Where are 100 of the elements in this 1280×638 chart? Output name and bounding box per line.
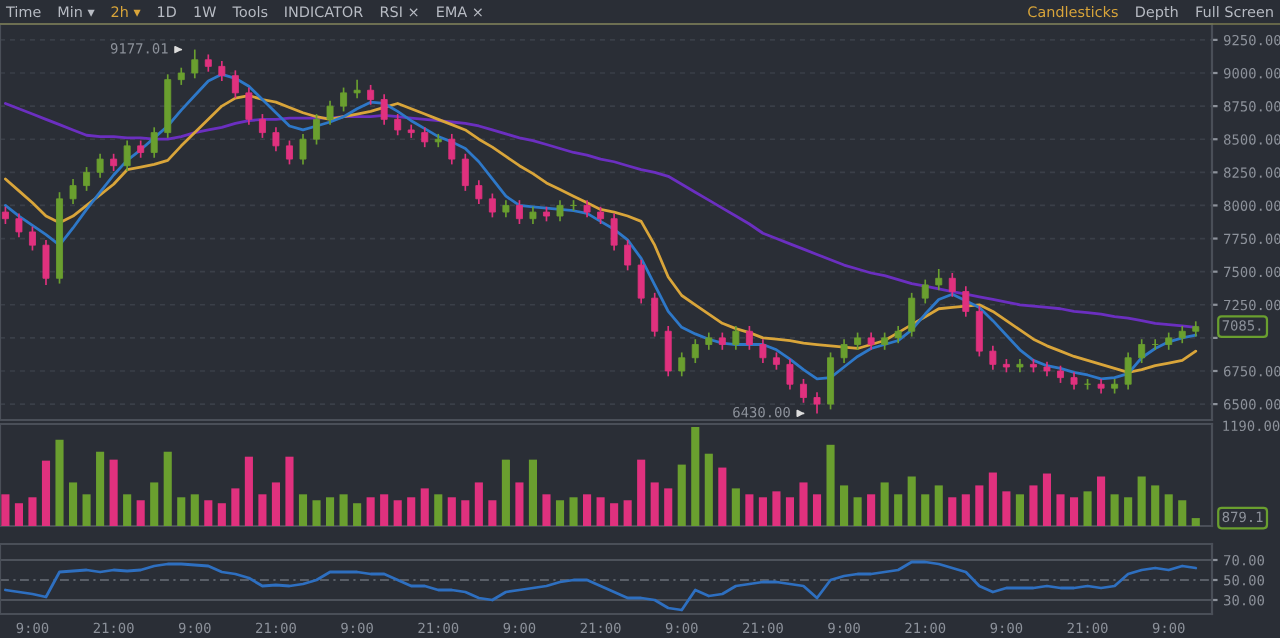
bar: [82, 494, 91, 526]
bar: [637, 459, 646, 526]
bar: [555, 500, 565, 526]
bar: [785, 497, 795, 526]
bar: [812, 494, 822, 526]
bar: [961, 494, 970, 526]
bar: [664, 488, 673, 526]
bar: [434, 494, 443, 526]
bar: [96, 451, 105, 526]
candlestick: [745, 325, 753, 351]
bar: [366, 497, 375, 526]
bar: [461, 500, 470, 526]
candlestick: [678, 351, 686, 378]
bar: [934, 485, 943, 526]
candlestick: [218, 60, 226, 82]
candlestick: [651, 292, 659, 338]
bar: [488, 500, 497, 526]
candlestick: [989, 344, 997, 371]
candlestick: [664, 325, 672, 378]
bar: [988, 472, 997, 526]
candlestick: [732, 325, 740, 351]
candlestick: [637, 258, 645, 305]
candlestick: [96, 152, 104, 179]
candlestick: [299, 133, 307, 166]
bar: [1178, 500, 1187, 526]
candlestick: [624, 239, 632, 272]
candlestick: [340, 86, 348, 113]
bar: [1056, 494, 1065, 526]
candlestick: [488, 192, 496, 219]
candlestick: [840, 338, 848, 364]
bar: [596, 497, 605, 526]
bar: [975, 485, 984, 526]
bar: [150, 482, 159, 526]
bar: [123, 494, 132, 526]
bar: [204, 500, 213, 526]
candlestick: [556, 199, 564, 223]
bar: [921, 494, 930, 526]
bar: [623, 500, 632, 526]
candlestick: [461, 152, 469, 192]
bar: [407, 497, 416, 526]
candlestick: [948, 272, 956, 298]
candlestick: [759, 338, 767, 364]
bar: [894, 494, 903, 526]
candlestick: [691, 338, 699, 364]
bar: [177, 497, 186, 526]
bar: [1, 494, 10, 526]
bar: [353, 503, 362, 526]
bar: [704, 453, 713, 526]
bar: [326, 497, 335, 526]
bar: [447, 497, 456, 526]
bar: [1029, 485, 1038, 526]
bar: [691, 426, 700, 526]
candlestick: [935, 268, 943, 292]
bar: [799, 482, 808, 526]
line-series: [4, 560, 1198, 612]
bar: [1015, 494, 1024, 526]
bar: [393, 500, 402, 526]
candlestick: [191, 48, 199, 80]
bar: [1002, 491, 1011, 526]
candlestick: [827, 351, 835, 411]
candlestick: [786, 358, 794, 391]
candlestick: [975, 305, 983, 358]
candlestick: [231, 69, 239, 100]
bar: [583, 494, 592, 526]
bar: [285, 456, 294, 526]
candlestick: [258, 113, 266, 139]
candlestick: [394, 113, 402, 137]
candlestick: [962, 285, 970, 318]
bar: [826, 444, 835, 526]
candlestick: [272, 126, 280, 152]
bar: [569, 497, 578, 526]
candlestick: [908, 292, 916, 338]
bar: [1151, 485, 1160, 526]
bar: [217, 503, 226, 526]
bar: [731, 488, 740, 526]
candlestick: [367, 84, 375, 106]
candlestick: [83, 166, 91, 192]
bar: [271, 482, 280, 526]
bar: [528, 459, 538, 526]
bar: [650, 482, 659, 526]
bar: [244, 456, 253, 526]
candlestick: [15, 212, 23, 239]
candlestick: [813, 391, 821, 415]
candlestick: [69, 178, 77, 205]
bar: [68, 482, 78, 526]
bar: [501, 459, 510, 526]
bar: [718, 467, 727, 526]
bar: [136, 500, 145, 526]
candlestick: [326, 99, 334, 126]
candlestick: [515, 199, 523, 225]
candlestick: [800, 378, 807, 404]
candlestick: [421, 126, 429, 149]
bar: [1191, 518, 1200, 526]
candlestick: [380, 93, 388, 126]
bar: [867, 494, 876, 526]
bar: [745, 494, 754, 526]
candlestick: [245, 86, 253, 126]
candlestick: [29, 225, 36, 252]
bar: [1097, 476, 1106, 526]
bar: [1042, 473, 1052, 526]
